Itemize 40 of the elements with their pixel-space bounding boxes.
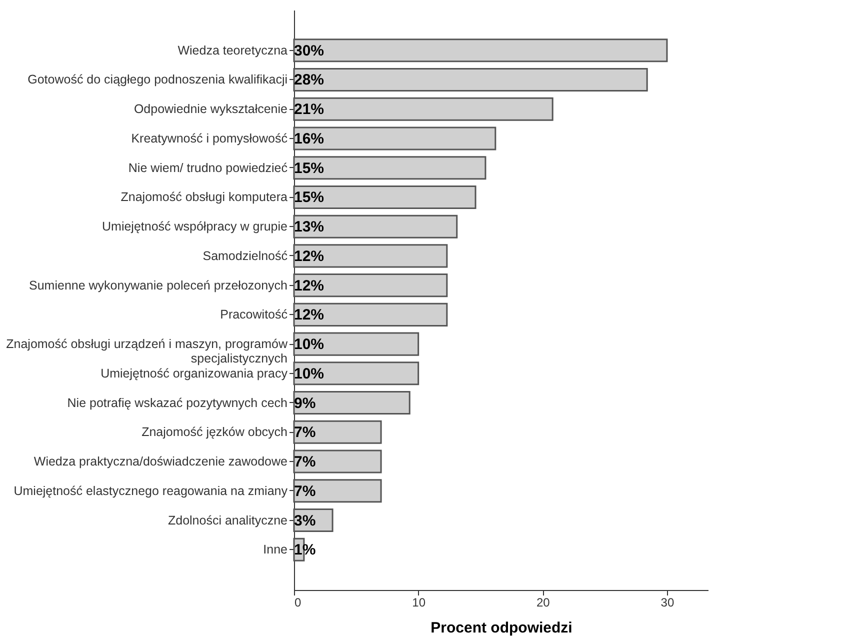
data-label: 12% xyxy=(294,277,324,294)
y-tick-label: Pracowitość xyxy=(220,308,288,322)
y-tick-label: Samodzielność xyxy=(202,248,288,263)
y-tick-label: Kreatywność i pomysłowość xyxy=(131,131,288,146)
y-tick-label: Zdolności analityczne xyxy=(168,513,288,528)
data-label: 10% xyxy=(294,336,324,354)
x-axis-title: Procent odpowiedzi xyxy=(430,620,572,636)
data-label: 30% xyxy=(294,42,324,60)
data-label: 7% xyxy=(294,424,316,442)
y-tick-label: Wiedza praktyczna/doświadczenie zawodowe xyxy=(34,454,288,469)
x-tick-label: 0 xyxy=(294,596,302,610)
data-label: 15% xyxy=(294,189,324,206)
y-tick-label: Nie wiem/ trudno powiedzieć xyxy=(128,160,288,175)
y-tick-label: Umiejętność elastycznego reagowania na zmiany xyxy=(14,484,288,498)
y-tick-label: Nie potrafię wskazać pozytywnych cech xyxy=(67,396,288,410)
data-label: 7% xyxy=(294,454,316,471)
y-tick-label: Umiejętność organizowania pracy xyxy=(100,366,288,380)
y-tick-label: Inne xyxy=(263,542,288,557)
data-label: 21% xyxy=(294,101,324,118)
data-label: 9% xyxy=(294,394,316,412)
data-label: 12% xyxy=(294,248,324,265)
data-label: 7% xyxy=(294,482,316,500)
x-tick-label: 30 xyxy=(660,596,674,610)
y-tick-label: Umiejętność współpracy w grupie xyxy=(102,220,288,234)
data-label: 15% xyxy=(294,160,324,177)
data-label: 16% xyxy=(294,130,324,148)
x-tick-label: 20 xyxy=(536,596,550,610)
data-label: 13% xyxy=(294,218,324,236)
y-tick-label: Znajomość obsługi komputera xyxy=(120,190,288,204)
x-tick-label: 10 xyxy=(412,596,426,610)
y-tick-label: Sumienne wykonywanie poleceń przełozonych xyxy=(29,278,288,292)
data-label: 12% xyxy=(294,306,324,324)
y-tick-label: Odpowiednie wykształcenie xyxy=(134,102,288,116)
y-tick-label: Znajomość obsługi urządzeń i maszyn, programów specjalistycznych xyxy=(6,337,288,366)
y-tick-label: Gotowość do ciągłego podnoszenia kwalifikacji xyxy=(28,72,288,87)
y-tick-label: Znajomość jęzków obcych xyxy=(142,425,288,440)
data-label: 10% xyxy=(294,365,324,382)
data-label: 28% xyxy=(294,72,324,89)
data-label: 3% xyxy=(294,512,316,530)
y-tick-label: Wiedza teoretyczna xyxy=(178,43,288,58)
